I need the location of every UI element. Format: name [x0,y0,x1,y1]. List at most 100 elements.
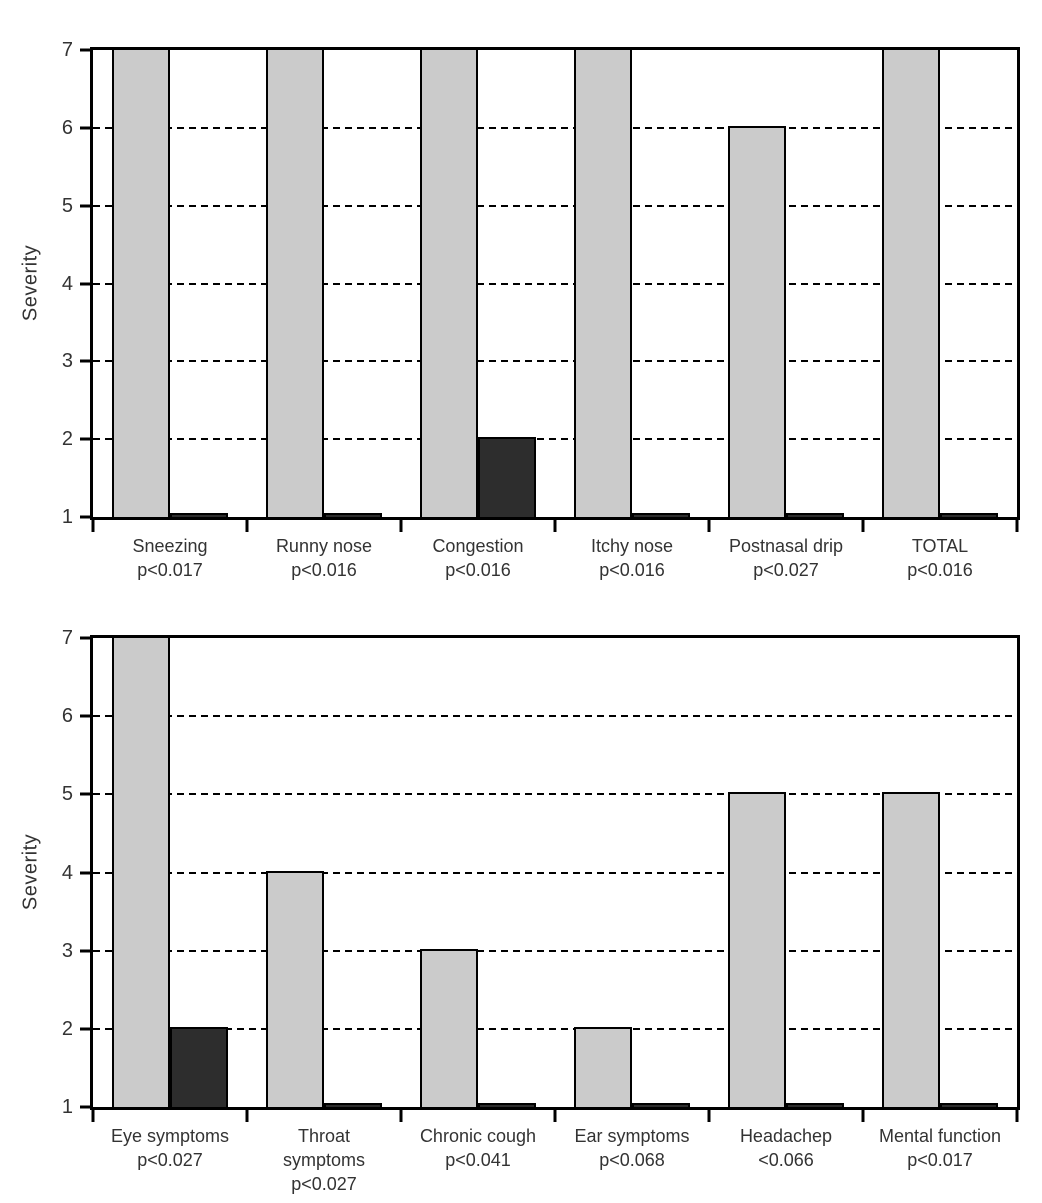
bar-dark [477,437,536,517]
y-tick-label: 3 [61,350,73,373]
x-tick [861,1110,865,1122]
category-label: Chronic cough p<0.041 [401,1124,555,1172]
x-tick [553,520,557,532]
bar-dark [632,1103,690,1107]
x-tick [399,520,403,532]
y-tick [80,1105,90,1109]
category-label-line: Headachep [739,1126,833,1146]
gridline [93,282,1017,285]
category-label-line: Runny nose [275,536,373,556]
x-tick [91,1110,95,1122]
category-label-line: p<0.017 [907,1150,973,1170]
bar-dark [940,513,998,517]
y-tick-label: 1 [61,1096,73,1118]
category-label-line: p<0.068 [599,1150,665,1170]
category-label: Runny nose p<0.016 [247,534,401,582]
bar-dark [170,513,228,517]
bar-gray [727,792,786,1107]
y-tick [80,126,90,130]
bar-gray [265,48,324,517]
category-label-line: symptoms [282,1150,365,1170]
gridline [93,793,1017,796]
bar-dark [323,513,382,517]
gridline [93,871,1017,874]
bar-dark [323,1103,382,1107]
gridline [93,715,1017,718]
category-label: Mental function p<0.017 [863,1124,1017,1172]
y-tick-label: 7 [61,627,73,649]
x-tick [1015,1110,1019,1122]
bar-dark [940,1103,998,1107]
y-tick-label: 1 [61,506,73,528]
y-tick-label: 5 [61,194,73,217]
y-tick-label: 2 [61,428,73,451]
category-label-line: Throat [297,1126,350,1146]
bar-gray [419,48,478,517]
bar-gray [112,636,170,1107]
plot-area-top: 1 2 3 4 5 6 7 Sneezing p<0.017 Runny nose p<0.016 C… [62,40,1020,580]
gridline [93,204,1017,207]
category-label-line: Postnasal drip [728,536,844,556]
category-label: Congestion p<0.016 [401,534,555,582]
bar-gray [265,870,324,1107]
category-label-line: Ear symptoms [574,1126,690,1146]
category-label: Itchy nose p<0.016 [555,534,709,582]
y-tick [80,636,90,640]
plot-area-bottom: 1 2 3 4 5 6 7 Eye symptoms p<0.027 Throat symptoms… [62,628,1020,1194]
category-label-line: Chronic cough [419,1126,537,1146]
x-tick [553,1110,557,1122]
y-tick [80,359,90,363]
bar-dark [477,1103,536,1107]
y-tick-label: 5 [61,783,73,806]
bar-gray [419,948,478,1107]
category-label: Headachep <0.066 [709,1124,863,1172]
y-tick-label: 6 [61,116,73,139]
category-label-line: Mental function [878,1126,1002,1146]
x-tick [861,520,865,532]
category-label-line: p<0.016 [291,560,357,580]
category-label-line: TOTAL [911,536,969,556]
category-label-line: p<0.016 [445,560,511,580]
y-tick [80,949,90,953]
category-label-line: Eye symptoms [110,1126,229,1146]
bar-gray [574,48,632,517]
category-label-line: p<0.041 [445,1150,511,1170]
x-tick [399,1110,403,1122]
bar-gray [727,125,786,517]
y-tick-label: 4 [61,272,73,295]
category-label: Sneezing p<0.017 [93,534,247,582]
category-label-line: p<0.017 [137,560,203,580]
bar-gray [882,48,940,517]
y-tick-label: 6 [61,705,73,728]
category-label: Ear symptoms p<0.068 [555,1124,709,1172]
y-tick [80,1027,90,1031]
category-label-line: <0.066 [758,1150,814,1170]
x-tick [707,1110,711,1122]
x-tick [245,1110,249,1122]
y-tick [80,871,90,874]
gridline [93,126,1017,129]
category-label-line: Itchy nose [590,536,674,556]
bar-dark [785,1103,844,1107]
bar-dark [632,513,690,517]
y-tick [80,204,90,208]
bar-dark [785,513,844,517]
category-label-line: Congestion [432,536,524,556]
category-label: Eye symptoms p<0.027 [93,1124,247,1172]
category-label-line: p<0.027 [137,1150,203,1170]
y-tick-label: 2 [61,1017,73,1040]
bar-dark [170,1026,228,1107]
category-label-line: p<0.027 [753,560,819,580]
x-tick [1015,520,1019,532]
category-label: TOTAL p<0.016 [863,534,1017,582]
x-tick [707,520,711,532]
y-tick [80,792,90,796]
bar-gray [882,792,940,1107]
bar-gray [112,48,170,517]
category-label: Postnasal drip p<0.027 [709,534,863,582]
category-label: Throat symptoms p<0.027 [247,1124,401,1196]
x-tick [91,520,95,532]
y-tick [80,48,90,52]
gridline [93,360,1017,363]
